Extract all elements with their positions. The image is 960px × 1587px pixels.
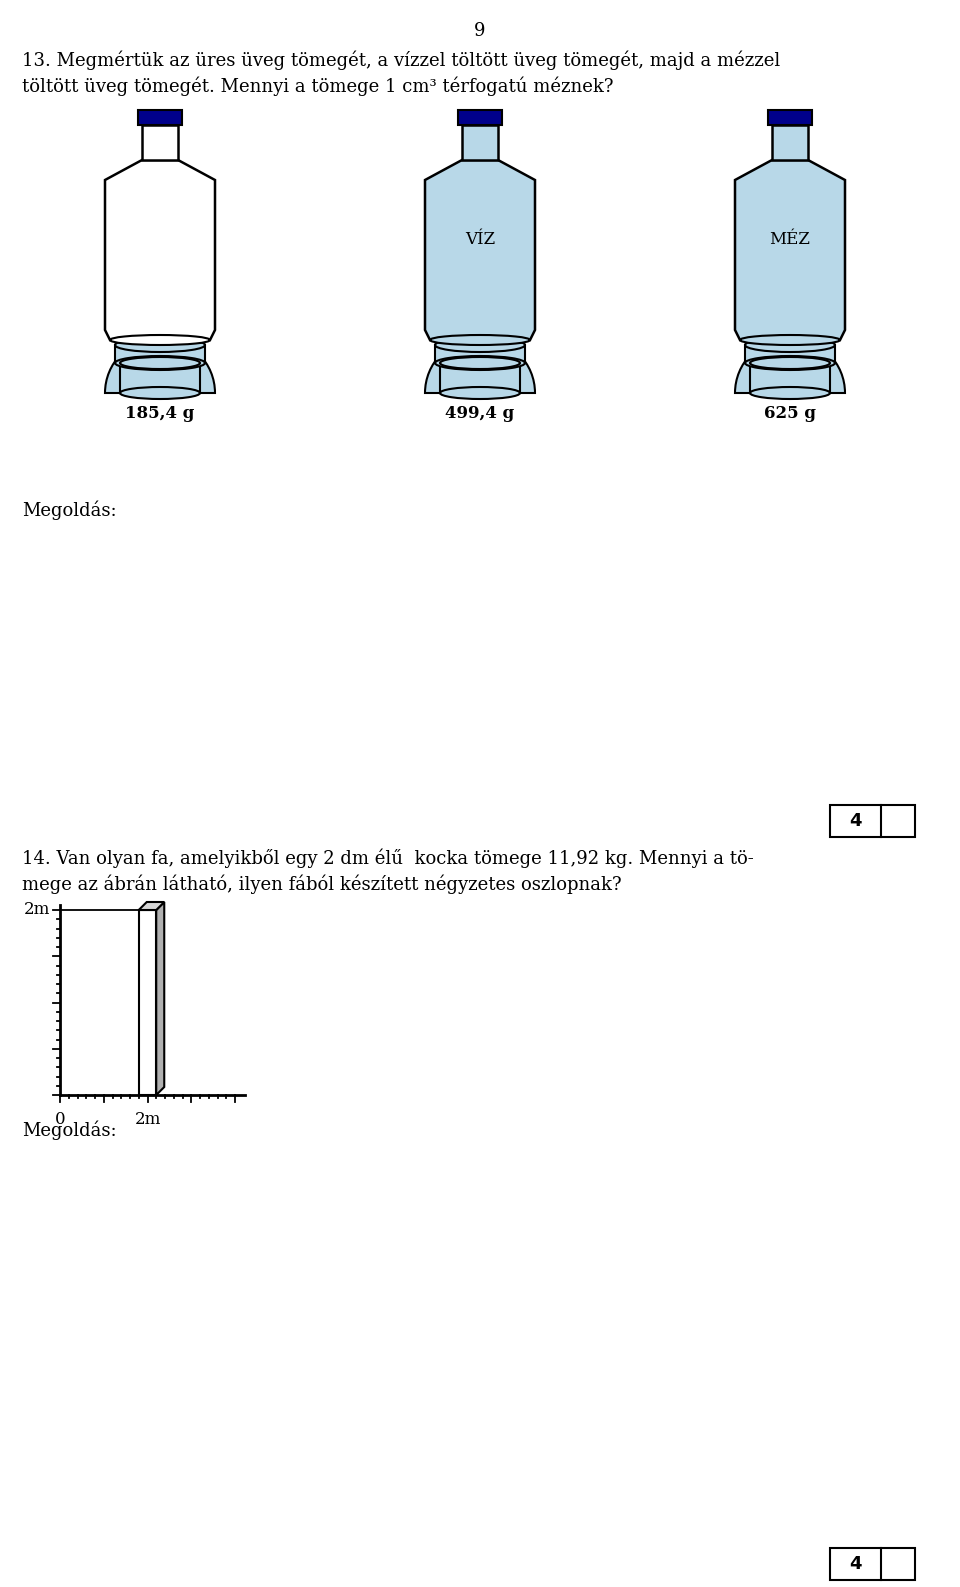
Text: 625 g: 625 g [764,405,816,422]
Polygon shape [772,125,808,160]
Polygon shape [425,160,535,340]
Text: mege az ábrán látható, ilyen fából készített négyzetes oszlopnak?: mege az ábrán látható, ilyen fából készí… [22,874,622,893]
Polygon shape [156,901,164,1095]
Text: 14. Van olyan fa, amelyikből egy 2 dm élű  kocka tömege 11,92 kg. Mennyi a tö-: 14. Van olyan fa, amelyikből egy 2 dm él… [22,847,754,868]
Polygon shape [138,110,182,125]
Ellipse shape [745,355,835,370]
Bar [750,363,830,394]
Bar [830,1547,915,1581]
Text: Megoldás:: Megoldás: [22,1120,116,1139]
Ellipse shape [435,355,525,370]
Ellipse shape [440,387,520,398]
Ellipse shape [430,335,530,344]
Text: 9: 9 [474,22,486,40]
Ellipse shape [440,357,520,370]
Text: 0: 0 [55,1111,65,1128]
Bar [440,363,520,394]
Bar [120,363,200,394]
Text: töltött üveg tömegét. Mennyi a tömege 1 cm³ térfogatú méznek?: töltött üveg tömegét. Mennyi a tömege 1 … [22,76,613,95]
Ellipse shape [750,387,830,398]
Wedge shape [105,338,215,394]
Text: VÍZ: VÍZ [465,232,495,249]
Text: 2m: 2m [134,1111,160,1128]
Ellipse shape [750,357,830,370]
Bar [115,344,205,363]
Bar [435,344,525,363]
Polygon shape [735,160,845,340]
Polygon shape [462,125,498,160]
Ellipse shape [115,338,205,352]
Ellipse shape [740,335,840,344]
Polygon shape [768,110,812,125]
Polygon shape [425,130,535,340]
Text: 499,4 g: 499,4 g [445,405,515,422]
Wedge shape [425,338,535,394]
Polygon shape [735,130,845,340]
Text: 2m: 2m [24,901,50,919]
Text: 4: 4 [850,1555,862,1573]
Text: 13. Megmértük az üres üveg tömegét, a vízzel töltött üveg tömegét, majd a mézzel: 13. Megmértük az üres üveg tömegét, a ví… [22,51,780,70]
Bar [745,344,835,363]
Ellipse shape [115,355,205,370]
Ellipse shape [745,338,835,352]
Bar [830,805,915,836]
Polygon shape [142,125,178,160]
Ellipse shape [120,387,200,398]
Ellipse shape [435,338,525,352]
Bar [139,909,156,1095]
Text: 4: 4 [850,813,862,830]
Text: Megoldás:: Megoldás: [22,500,116,519]
Wedge shape [735,338,845,394]
Polygon shape [139,901,164,909]
Ellipse shape [110,335,210,344]
Ellipse shape [120,357,200,370]
Polygon shape [458,110,502,125]
Text: MÉZ: MÉZ [770,232,810,249]
Text: 185,4 g: 185,4 g [126,405,195,422]
Polygon shape [105,160,215,340]
